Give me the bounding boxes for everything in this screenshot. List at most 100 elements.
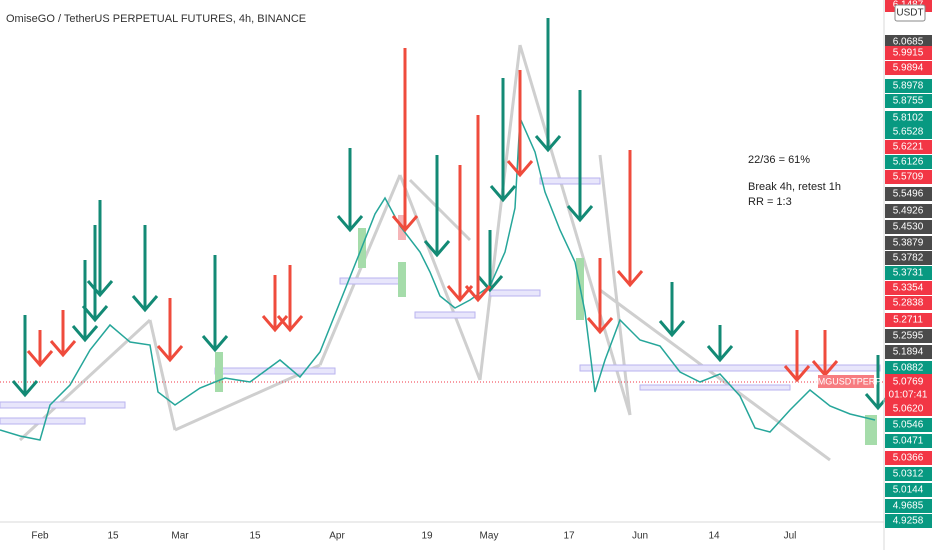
arrow-head <box>476 275 504 293</box>
price-label: 5.4530 <box>893 222 924 233</box>
price-label: 5.9894 <box>893 63 924 74</box>
price-label-box <box>885 61 932 75</box>
time-label: 14 <box>708 531 720 542</box>
price-label-box <box>885 402 932 416</box>
arrow-head <box>26 350 54 368</box>
price-label-box <box>885 514 932 528</box>
zone <box>0 401 126 409</box>
time-label: Apr <box>329 531 345 542</box>
price-label: 5.9915 <box>893 48 924 59</box>
plot-area <box>0 18 892 462</box>
trend-line <box>398 174 482 381</box>
price-label-box <box>885 418 932 432</box>
trend-line <box>148 319 177 431</box>
price-label: 5.0471 <box>893 436 924 447</box>
arrow-head <box>464 285 492 303</box>
symbol-tag: OMGUSDTPERP <box>811 376 882 386</box>
price-label: 5.1894 <box>893 347 924 358</box>
zone <box>215 352 223 392</box>
price-label: 5.0366 <box>893 453 924 464</box>
price-label: 4.9258 <box>893 516 924 527</box>
price-label: 5.3354 <box>893 283 924 294</box>
price-label-box <box>885 434 932 448</box>
trend-line <box>599 288 831 462</box>
zone <box>865 415 877 445</box>
chart-title: OmiseGO / TetherUS PERPETUAL FUTURES, 4h… <box>6 13 306 25</box>
price-label-box <box>885 281 932 295</box>
time-label: 17 <box>563 531 575 542</box>
arrow-head <box>506 160 534 178</box>
price-label: 5.8755 <box>893 96 924 107</box>
price-label-box <box>885 111 932 125</box>
price-label-box <box>885 467 932 481</box>
price-label-box <box>885 361 932 375</box>
arrow-head <box>49 340 77 358</box>
arrow-head <box>423 240 451 258</box>
annotation: RR = 1:3 <box>748 196 792 208</box>
price-label-box <box>885 251 932 265</box>
arrow-head <box>81 305 109 323</box>
price-label-box <box>885 46 932 60</box>
price-label-box <box>885 155 932 169</box>
price-label-box <box>885 296 932 310</box>
price-label: 5.8102 <box>893 113 924 124</box>
arrow-head <box>71 325 99 343</box>
zone <box>214 367 336 375</box>
arrow-head <box>391 215 419 233</box>
price-label-box <box>885 451 932 465</box>
price-label: 5.2595 <box>893 331 924 342</box>
arrow-head <box>566 205 594 223</box>
annotation: Break 4h, retest 1h <box>748 181 841 193</box>
arrow-head <box>586 317 614 335</box>
price-label: 5.3782 <box>893 253 924 264</box>
time-label: Jun <box>632 531 648 542</box>
trend-line <box>598 154 632 416</box>
arrow-head <box>783 365 811 383</box>
price-label: 5.8978 <box>893 81 924 92</box>
price-label-box <box>885 170 932 184</box>
time-label: Feb <box>31 531 49 542</box>
zone <box>539 177 601 185</box>
current-price: 5.0769 <box>893 377 924 388</box>
time-label: 15 <box>107 531 119 542</box>
zone <box>0 417 86 425</box>
trend-line <box>478 44 522 381</box>
price-label: 5.5709 <box>893 172 924 183</box>
arrow-head <box>706 345 734 363</box>
arrow-head <box>658 320 686 338</box>
arrow-head <box>534 135 562 153</box>
price-label-box <box>885 329 932 343</box>
price-label-box <box>885 345 932 359</box>
price-label-box <box>885 35 932 49</box>
time-label: 19 <box>421 531 433 542</box>
price-label-box <box>885 79 932 93</box>
trend-line <box>318 174 402 366</box>
time-label: May <box>480 531 499 542</box>
price-label-box <box>885 313 932 327</box>
arrow-head <box>446 285 474 303</box>
current-price-box <box>885 374 932 402</box>
price-label: 5.0620 <box>893 404 924 415</box>
price-label-box <box>885 499 932 513</box>
currency-box <box>894 4 926 22</box>
arrow-head <box>11 380 39 398</box>
price-label-box <box>885 483 932 497</box>
price-label: 5.6221 <box>893 142 924 153</box>
arrow-head <box>616 270 644 288</box>
price-label: 4.9685 <box>893 501 924 512</box>
price-label: 5.2711 <box>893 315 923 326</box>
zone <box>639 384 791 391</box>
price-label: 5.0546 <box>893 420 924 431</box>
price-label: 5.3879 <box>893 238 924 249</box>
price-label: 5.2838 <box>893 298 924 309</box>
arrow-head <box>86 280 114 298</box>
symbol-tag-box <box>818 375 874 388</box>
price-label: 5.6528 <box>893 127 924 138</box>
price-label-box <box>885 220 932 234</box>
currency: USDT <box>896 8 923 19</box>
countdown: 01:07:41 <box>889 390 928 401</box>
price-label: 5.0312 <box>893 469 924 480</box>
price-label-box <box>885 204 932 218</box>
arrow-head <box>156 345 184 363</box>
